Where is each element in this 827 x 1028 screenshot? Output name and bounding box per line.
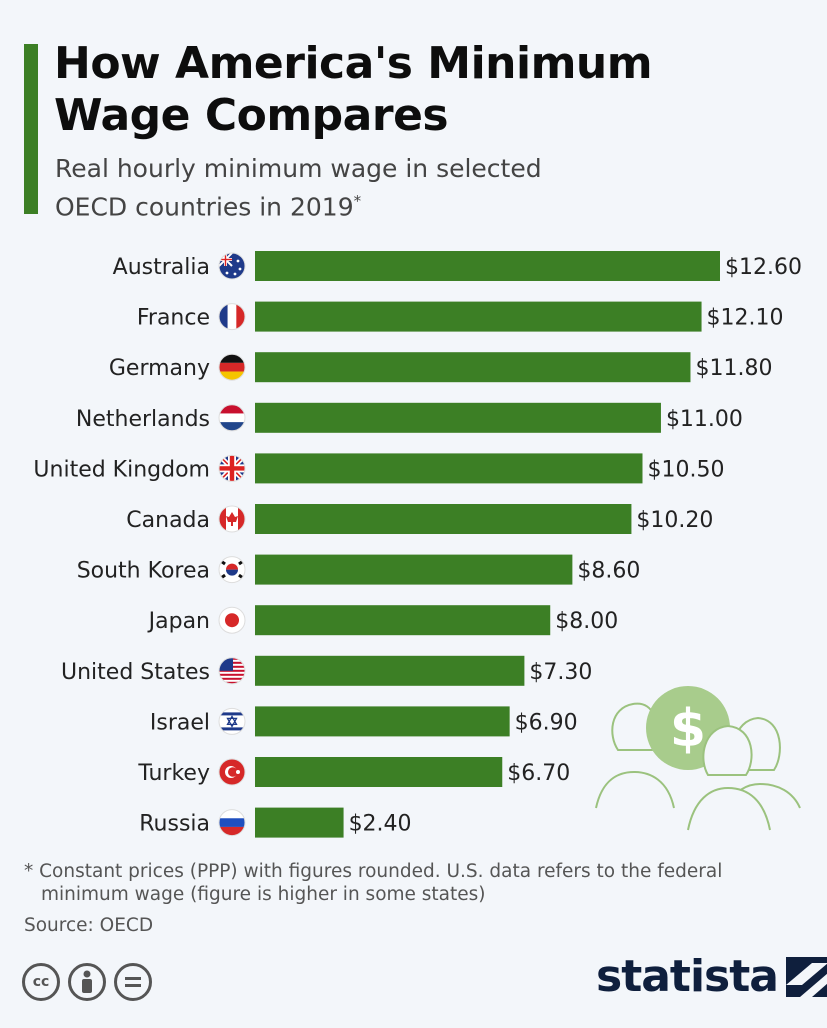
value-label: $10.50 — [648, 457, 725, 482]
bar — [255, 655, 525, 686]
bar-row: Netherlands $11.00 — [76, 402, 743, 433]
value-label: $11.00 — [666, 407, 743, 432]
people-money-illustration: $ — [595, 686, 801, 831]
japan-flag-icon — [218, 606, 246, 634]
value-label: $10.20 — [636, 508, 713, 533]
value-label: $6.90 — [515, 710, 578, 735]
bar-row: Australia $12.60 — [113, 251, 802, 281]
category-label: Russia — [139, 812, 210, 837]
bar — [255, 251, 720, 281]
bar — [255, 554, 573, 585]
category-label: Canada — [126, 508, 210, 533]
value-label: $8.60 — [577, 559, 640, 584]
bar — [255, 605, 551, 636]
turkey-flag-icon — [218, 758, 246, 786]
category-label: United Kingdom — [33, 457, 210, 482]
value-label: $12.10 — [707, 306, 784, 331]
value-label: $7.30 — [529, 660, 592, 685]
bar — [255, 807, 344, 838]
category-label: United States — [61, 660, 210, 685]
value-label: $12.60 — [725, 255, 802, 280]
category-label: Germany — [109, 356, 210, 381]
brand-name: statista — [596, 951, 779, 1002]
category-label: Australia — [113, 255, 210, 280]
category-label: Netherlands — [76, 407, 210, 432]
bar-row: Turkey $6.70 — [137, 757, 570, 787]
footnote: * Constant prices (PPP) with figures rou… — [24, 860, 784, 906]
bar-row: United Kingdom $10.50 — [33, 453, 725, 484]
russia-flag-icon — [218, 809, 246, 837]
bar — [255, 453, 643, 484]
australia-flag-icon — [218, 252, 246, 280]
source-label: Source: OECD — [24, 915, 154, 936]
bar-row: Japan $8.00 — [147, 605, 618, 636]
bar-row: Canada $10.20 — [126, 504, 713, 534]
value-label: $8.00 — [555, 609, 618, 634]
bar-row: Germany $11.80 — [109, 352, 772, 383]
uk-flag-icon — [218, 454, 246, 482]
france-flag-icon — [218, 303, 246, 331]
bar-row: South Korea $8.60 — [77, 554, 640, 585]
value-label: $2.40 — [349, 812, 412, 837]
bar-row: Israel $6.90 — [150, 706, 578, 737]
category-label: Israel — [150, 710, 210, 735]
category-label: France — [137, 306, 210, 331]
page-subtitle: Real hourly minimum wage in selected OEC… — [55, 152, 615, 223]
south-korea-flag-icon — [218, 556, 246, 584]
subtitle-text: Real hourly minimum wage in selected OEC… — [55, 154, 542, 222]
bar — [255, 352, 691, 383]
no-derivatives-icon[interactable] — [114, 963, 152, 1001]
page-title: How America's Minimum Wage Compares — [54, 38, 653, 141]
bar-row: Russia $2.40 — [139, 807, 412, 838]
israel-flag-icon — [218, 707, 246, 735]
bar-row: France $12.10 — [137, 301, 784, 332]
license-icons: cc — [22, 963, 152, 1001]
subtitle-footnote-marker: * — [353, 192, 362, 210]
bar-chart: Australia $12.60 France $12.10 Germany $11.80… — [33, 251, 802, 838]
value-label: $11.80 — [695, 356, 772, 381]
bar — [255, 504, 632, 534]
bar — [255, 706, 510, 737]
category-label: South Korea — [77, 559, 210, 584]
accent-bar — [24, 44, 38, 214]
category-label: Turkey — [137, 761, 210, 786]
bar-row: United States $7.30 — [61, 655, 592, 686]
bar — [255, 301, 702, 332]
bar — [255, 757, 503, 787]
category-label: Japan — [147, 609, 210, 634]
footnote-line-2: minimum wage (figure is higher in some s… — [41, 884, 486, 905]
canada-flag-icon — [218, 505, 246, 533]
attribution-icon[interactable] — [68, 963, 106, 1001]
statista-logo-icon — [785, 956, 827, 997]
us-flag-icon — [218, 657, 246, 685]
cc-icon[interactable]: cc — [22, 963, 60, 1001]
bar — [255, 402, 661, 433]
statista-brand[interactable]: statista — [596, 951, 827, 1002]
netherlands-flag-icon — [218, 404, 246, 432]
germany-flag-icon — [218, 353, 246, 381]
svg-text:$: $ — [670, 699, 706, 759]
value-label: $6.70 — [507, 761, 570, 786]
footnote-line-1: * Constant prices (PPP) with figures rou… — [24, 861, 723, 882]
